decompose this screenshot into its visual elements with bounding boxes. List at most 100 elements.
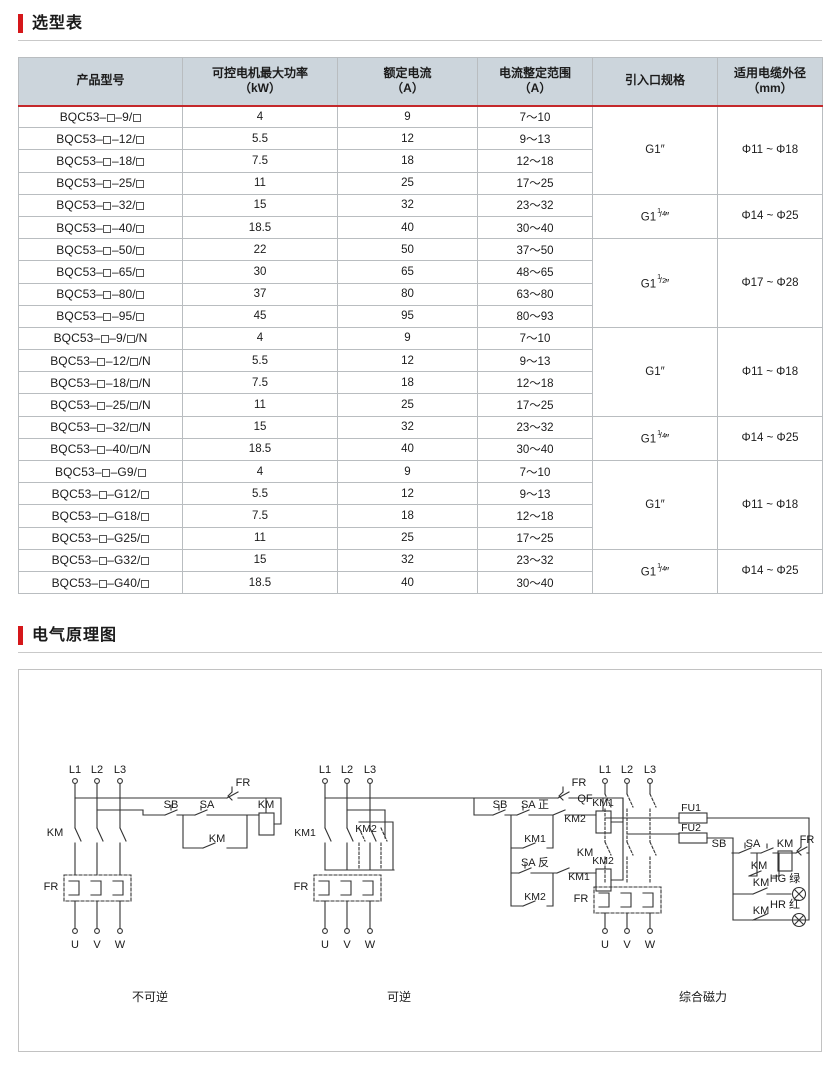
table-row: BQC53– –18/7.5 18 12〜18 <box>18 149 823 173</box>
header-line1: 可控电机最大功率 <box>211 65 308 80</box>
cell-model: BQC53– –G32/ <box>18 548 183 572</box>
placeholder-box-icon <box>97 424 106 433</box>
cell-range: 7〜10 <box>477 459 593 484</box>
d1-km-left-label: KM <box>47 827 64 839</box>
header-line1: 额定电流 <box>383 65 432 80</box>
placeholder-box-icon <box>130 379 139 388</box>
table-row: BQC53– –G12/5.5 12 9〜13 <box>18 482 823 506</box>
cell-current: 40 <box>337 437 478 462</box>
table-row: BQC53– –95/45 95 80〜93 <box>18 304 823 328</box>
d2-km1-interlock-label: KM1 <box>568 871 590 883</box>
placeholder-box-icon <box>130 402 139 411</box>
circuit-diagrams: L1 L2 L3 KM FR U V <box>44 764 815 951</box>
d2-sa-forward-label: SA 正 <box>521 799 549 811</box>
d3-qf-label: QF <box>577 793 593 805</box>
cell-range: 23〜32 <box>477 193 593 217</box>
cell-model: BQC53– –18/ <box>18 149 183 173</box>
d1-fr-top-label: FR <box>236 777 251 789</box>
d3-km-left-label: KM <box>577 847 594 859</box>
cell-power: 11 <box>182 526 338 550</box>
cell-current: 32 <box>337 193 478 217</box>
cell-power: 30 <box>182 260 338 284</box>
cell-current: 65 <box>337 260 478 284</box>
header-line1: 产品型号 <box>76 73 125 88</box>
placeholder-box-icon <box>98 557 107 566</box>
cell-power: 7.5 <box>182 371 338 395</box>
caption-integrated: 综合磁力 <box>679 990 728 1005</box>
placeholder-box-icon <box>137 468 146 477</box>
cell-range: 7〜10 <box>477 326 593 351</box>
cell-range: 17〜25 <box>477 171 593 195</box>
placeholder-box-icon <box>98 579 107 588</box>
placeholder-box-icon <box>136 313 145 322</box>
cell-range: 9〜13 <box>477 482 593 506</box>
cell-current: 12 <box>337 127 478 151</box>
table-header-cell-1: 可控电机最大功率 （kW） <box>182 57 338 107</box>
red-accent-bar <box>18 14 23 33</box>
cell-power: 18.5 <box>182 215 338 240</box>
cell-model: BQC53– –G9/ <box>18 459 183 484</box>
placeholder-box-icon <box>136 180 145 189</box>
cell-power: 15 <box>182 415 338 439</box>
fraction: 1/4 <box>657 428 667 441</box>
d3-sb-label: SB <box>712 838 727 850</box>
d1-label-U: U <box>71 939 79 951</box>
table-header-row: 产品型号 可控电机最大功率 （kW） 额定电流 （A） 电流整定范围 （A） 引入口规格 适用电… <box>18 57 823 107</box>
cell-current: 25 <box>337 171 478 195</box>
d3-km-hold-label: KM <box>751 860 768 872</box>
cell-range: 17〜25 <box>477 393 593 417</box>
placeholder-box-icon <box>130 446 139 455</box>
placeholder-box-icon <box>97 402 106 411</box>
cell-range: 12〜18 <box>477 149 593 173</box>
d2-sb-label: SB <box>493 799 508 811</box>
cell-power: 7.5 <box>182 149 338 173</box>
d2-label-U: U <box>321 939 329 951</box>
d1-label-L1: L1 <box>69 764 81 776</box>
cell-cable-diameter: Φ17 ~ Φ28 <box>717 238 823 328</box>
placeholder-box-icon <box>97 446 106 455</box>
table-row: BQC53– –12//N 5.5 12 9〜13 <box>18 349 823 373</box>
placeholder-box-icon <box>97 357 106 366</box>
cell-model: BQC53– –50/ <box>18 238 183 262</box>
selection-table: 产品型号 可控电机最大功率 （kW） 额定电流 （A） 电流整定范围 （A） 引入口规格 适用电… <box>18 57 823 595</box>
d3-label-L2: L2 <box>621 764 633 776</box>
caption-reversible: 可逆 <box>387 990 412 1005</box>
placeholder-box-icon <box>132 113 141 122</box>
cell-current: 18 <box>337 149 478 173</box>
d3-fr-left-label: FR <box>574 893 589 905</box>
d2-label-W: W <box>365 939 376 951</box>
cell-current: 25 <box>337 526 478 550</box>
fraction: 1/4 <box>657 206 667 219</box>
d2-km1-hold-label: KM1 <box>524 833 546 845</box>
placeholder-box-icon <box>136 291 145 300</box>
selection-table-heading: 选型表 <box>18 14 822 41</box>
cell-power: 15 <box>182 193 338 217</box>
cell-power: 11 <box>182 393 338 417</box>
cell-power: 11 <box>182 171 338 195</box>
placeholder-box-icon <box>140 512 149 521</box>
d1-label-L2: L2 <box>91 764 103 776</box>
d2-fr-top-label: FR <box>572 777 587 789</box>
cell-cable-diameter: Φ14 ~ Φ25 <box>717 415 823 462</box>
cell-inlet-spec: G1 1/4 ″ <box>592 193 718 240</box>
cell-range: 80〜93 <box>477 304 593 328</box>
cell-range: 30〜40 <box>477 215 593 240</box>
cell-cable-diameter: Φ11 ~ Φ18 <box>717 326 823 417</box>
placeholder-box-icon <box>103 246 112 255</box>
cell-range: 23〜32 <box>477 415 593 439</box>
d3-label-U: U <box>601 939 609 951</box>
cell-power: 4 <box>182 104 338 129</box>
cell-range: 30〜40 <box>477 570 593 595</box>
cell-model: BQC53– –95/ <box>18 304 183 328</box>
placeholder-box-icon <box>102 468 111 477</box>
cell-power: 15 <box>182 548 338 572</box>
d2-label-V: V <box>343 939 351 951</box>
cell-model: BQC53– –9/ <box>18 104 183 129</box>
table-row: BQC53– –50/22 50 37〜50 G1 1/2 ″ Φ17 ~ Φ28 <box>18 238 823 328</box>
placeholder-box-icon <box>130 357 139 366</box>
table-row: BQC53– –32//N 15 32 23〜32 G1 1/4 ″ Φ14 ~ Φ25 <box>18 415 823 462</box>
placeholder-box-icon <box>140 579 149 588</box>
table-header: 产品型号 可控电机最大功率 （kW） 额定电流 （A） 电流整定范围 （A） 引入口规格 适用电… <box>18 57 823 107</box>
d3-fr-top-label: FR <box>800 834 815 846</box>
